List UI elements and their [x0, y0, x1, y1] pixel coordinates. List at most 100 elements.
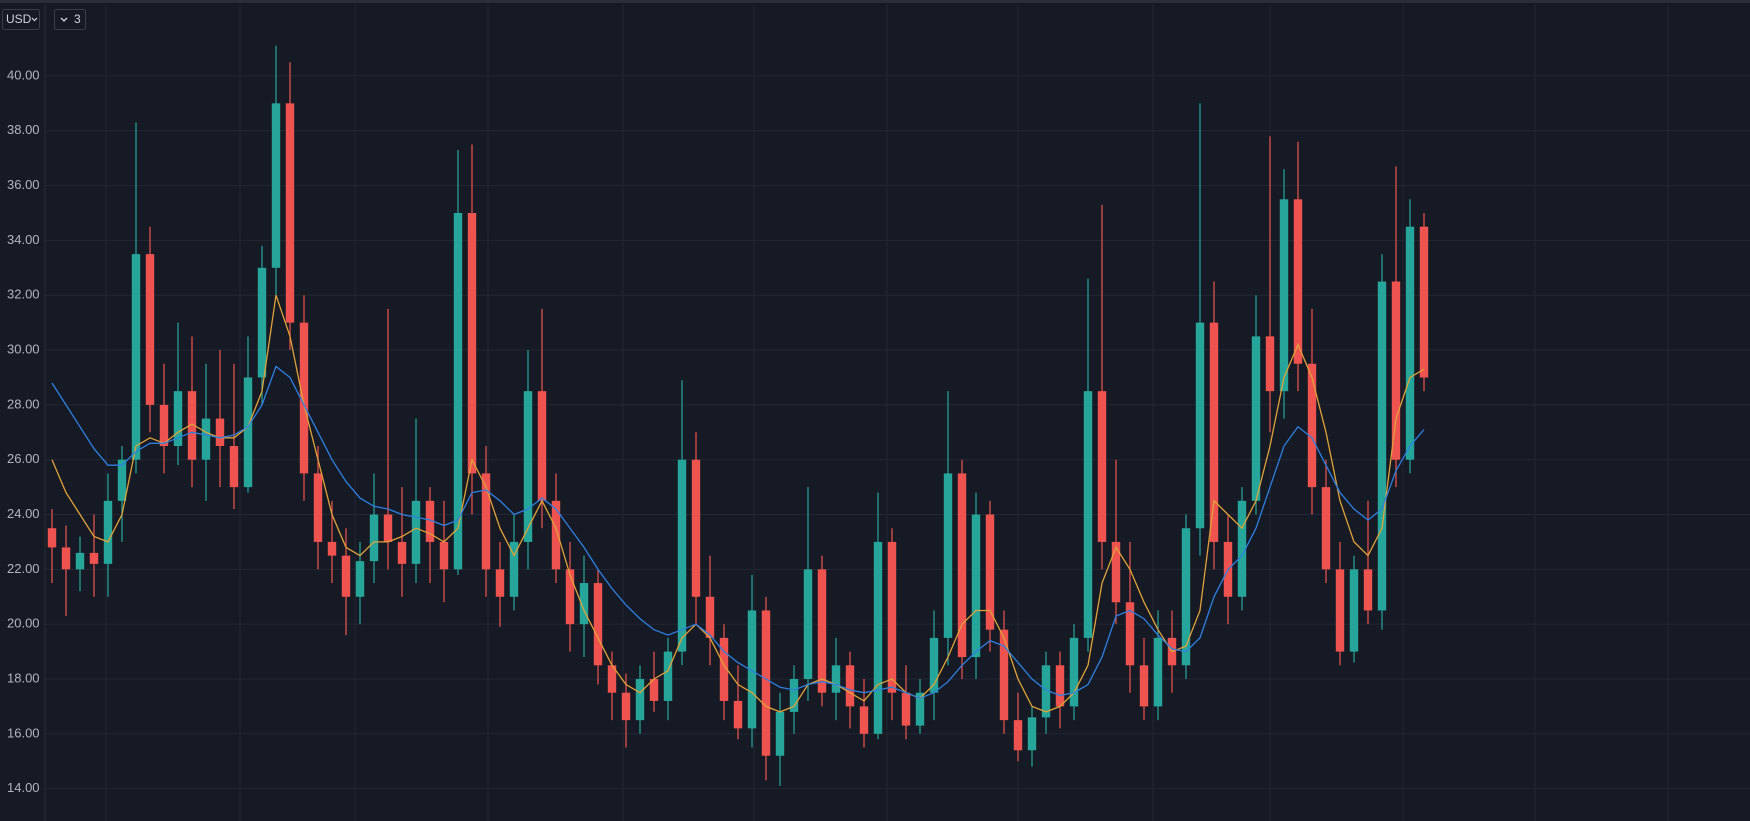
horizontal-grid: [45, 75, 1750, 790]
y-tick-label: 18.00: [7, 670, 40, 685]
y-tick-label: 20.00: [7, 616, 40, 631]
candle-body: [873, 541, 883, 734]
candle-body: [887, 541, 897, 693]
count-toggle[interactable]: 3: [54, 9, 86, 30]
currency-dropdown[interactable]: USD: [2, 9, 40, 30]
candle-body: [369, 514, 379, 562]
candle-body: [481, 473, 491, 570]
chevron-icon: [60, 17, 68, 22]
candle-body: [677, 459, 687, 652]
candle-body: [467, 212, 477, 474]
candle-body: [747, 610, 757, 729]
candle-body: [327, 541, 337, 556]
y-tick-label: 36.00: [7, 177, 40, 192]
chevron-icon: [31, 17, 38, 22]
count-button[interactable]: [54, 9, 86, 30]
candle-body: [285, 103, 295, 323]
y-tick-label: 34.00: [7, 232, 40, 247]
candle-body: [579, 583, 589, 625]
candle-body: [1293, 199, 1303, 364]
candle-body: [201, 418, 211, 460]
candle-body: [257, 267, 267, 378]
candle-body: [929, 637, 939, 693]
candle-body: [495, 569, 505, 597]
candle-body: [439, 541, 449, 570]
candle-body: [61, 547, 71, 570]
candle-body: [145, 254, 155, 405]
candle-body: [1307, 363, 1317, 488]
y-tick-label: 16.00: [7, 725, 40, 740]
plot: [47, 45, 1429, 786]
candle-body: [1377, 281, 1387, 611]
y-tick-label: 40.00: [7, 67, 40, 82]
candle-body: [1405, 226, 1415, 460]
candle-body: [957, 473, 967, 658]
candle-body: [551, 500, 561, 570]
candle-body: [943, 473, 953, 638]
candle-body: [509, 541, 519, 597]
candle-body: [593, 583, 603, 666]
y-tick-label: 22.00: [7, 561, 40, 576]
candle-body: [75, 552, 85, 570]
candle-body: [131, 254, 141, 460]
candle-body: [1153, 637, 1163, 707]
currency-label[interactable]: USD: [6, 12, 32, 26]
candle-body: [691, 459, 701, 597]
candle-body: [1139, 665, 1149, 707]
candle-body: [1321, 487, 1331, 570]
candle-body: [831, 665, 841, 693]
candle-body: [1055, 665, 1065, 707]
candle-body: [621, 692, 631, 721]
candle-body: [341, 555, 351, 597]
candle-body: [89, 552, 99, 564]
y-tick-label: 24.00: [7, 506, 40, 521]
candle-body: [411, 500, 421, 564]
candle-body: [1195, 322, 1205, 529]
candle-body: [47, 528, 57, 548]
candle-body: [1083, 391, 1093, 638]
candle-body: [523, 391, 533, 542]
candle-body: [355, 561, 365, 597]
y-axis: 14.00 16.00 18.00 20.00 22.00 24.00 26.00 28.00…: [7, 67, 40, 795]
candle-body: [1069, 637, 1079, 707]
candle-body: [397, 541, 407, 564]
candle-body: [537, 391, 547, 501]
candle-body: [901, 692, 911, 726]
candle-body: [173, 391, 183, 446]
candle-body: [1349, 569, 1359, 652]
currency-button[interactable]: [2, 9, 40, 30]
candle-body: [999, 629, 1009, 721]
candle-body: [789, 679, 799, 712]
candle-body: [705, 596, 715, 638]
y-tick-label: 28.00: [7, 396, 40, 411]
candle-body: [1237, 500, 1247, 597]
candle-body: [1363, 569, 1373, 611]
y-tick-label: 30.00: [7, 341, 40, 356]
candle-body: [299, 322, 309, 474]
moving-average-line: [51, 365, 1425, 699]
candle-body: [1013, 720, 1023, 751]
y-tick-label: 38.00: [7, 122, 40, 137]
candle-body: [1335, 569, 1345, 652]
candle-body: [915, 692, 925, 726]
candle-body: [1097, 391, 1107, 542]
candle-body: [859, 706, 869, 734]
y-tick-label: 14.00: [7, 780, 40, 795]
candle-body: [1209, 322, 1219, 542]
candle-body: [607, 665, 617, 693]
candle-body: [187, 391, 197, 460]
candle-body: [1041, 665, 1051, 718]
candle-body: [565, 569, 575, 625]
candle-body: [775, 711, 785, 756]
moving-average-line: [51, 294, 1425, 713]
candle-body: [803, 569, 813, 680]
candle-body: [313, 473, 323, 542]
candle-body: [1391, 281, 1401, 460]
candle-body: [229, 445, 239, 488]
candle-body: [845, 665, 855, 707]
candle-body: [425, 500, 435, 542]
candle-body: [971, 514, 981, 658]
candle-body: [215, 418, 225, 446]
count-label[interactable]: 3: [74, 12, 81, 26]
